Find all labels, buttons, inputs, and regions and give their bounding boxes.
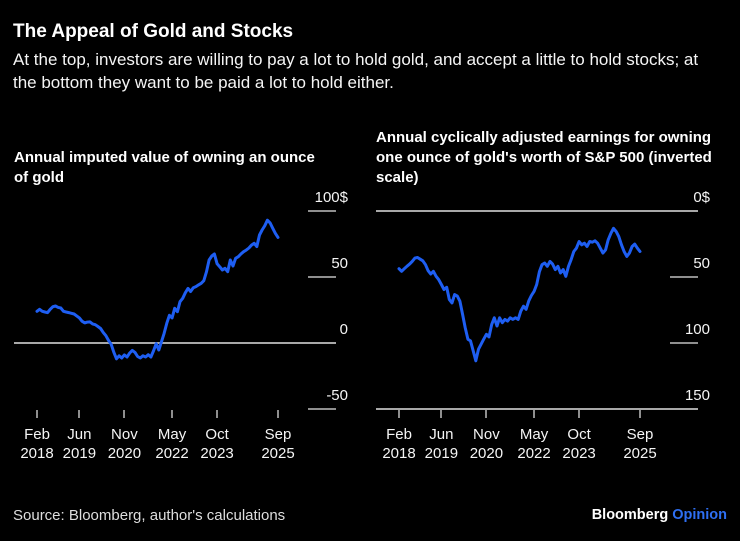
- y-tick-dash: [308, 408, 336, 410]
- y-tick-dash: [670, 276, 698, 278]
- x-tick-mark: [440, 410, 443, 418]
- y-tick-label: 100$: [314, 189, 348, 206]
- y-tick-dash: [670, 342, 698, 344]
- x-tick-label: Jun 2019: [47, 425, 111, 463]
- x-tick-month: Oct: [205, 426, 229, 443]
- x-tick-year: 2020: [469, 445, 504, 462]
- y-tick-dash: [308, 276, 336, 278]
- x-tick-mark: [485, 410, 488, 418]
- x-tick-label: Oct 2023: [547, 425, 611, 463]
- x-tick-year: 2018: [20, 445, 54, 462]
- x-tick-mark: [398, 410, 400, 418]
- x-tick-mark: [171, 410, 174, 418]
- y-tick-label: 150: [684, 387, 710, 404]
- x-tick-month: Feb: [24, 426, 50, 443]
- line-chart-svg: [397, 226, 642, 363]
- x-tick-year: 2019: [424, 445, 459, 462]
- brand-bloomberg: Bloomberg: [591, 507, 669, 523]
- x-tick-year: 2022: [517, 445, 551, 462]
- x-tick-month: Nov: [473, 426, 500, 443]
- x-tick-label: May 2022: [502, 425, 566, 463]
- x-tick-year: 2023: [562, 445, 596, 462]
- x-tick-year: 2025: [261, 445, 295, 462]
- x-tick-mark: [639, 410, 641, 418]
- x-tick-label: Feb 2018: [367, 425, 431, 463]
- x-tick-label: Feb 2018: [5, 425, 69, 463]
- y-tick-label: 50: [693, 255, 710, 272]
- data-line: [397, 226, 642, 363]
- x-tick-month: May: [519, 426, 549, 443]
- x-tick-label: Oct 2023: [185, 425, 249, 463]
- x-tick-year: 2019: [62, 445, 97, 462]
- x-tick-month: Sep: [264, 426, 292, 443]
- x-tick-label: Nov 2020: [92, 425, 156, 463]
- zero-gridline: [14, 342, 336, 344]
- y-tick-label: 0: [339, 321, 348, 338]
- x-axis-baseline: [376, 408, 698, 410]
- source-note: Source: Bloomberg, author's calculations: [13, 506, 286, 524]
- x-tick-month: Nov: [111, 426, 138, 443]
- y-tick-label: 0$: [693, 189, 710, 206]
- plot-area-gold: 100$ 50 0 -50 Feb 2018 Jun 2019 Nov 2020 May 2022 Oc…: [14, 120, 352, 465]
- chart-title-sp500: Annual cyclically adjusted earnings for …: [376, 129, 712, 186]
- x-tick-year: 2022: [155, 445, 189, 462]
- x-tick-year: 2023: [200, 445, 234, 462]
- x-tick-month: Sep: [626, 426, 654, 443]
- line-chart-svg: [35, 218, 280, 361]
- page-title: The Appeal of Gold and Stocks: [13, 21, 294, 42]
- x-tick-label: May 2022: [140, 425, 204, 463]
- page-subtitle: At the top, investors are willing to pay…: [13, 50, 699, 92]
- x-tick-month: Jun: [67, 426, 92, 443]
- chart-gold-imputed-value: Annual imputed value of owning an ounce …: [14, 120, 352, 465]
- x-tick-label: Nov 2020: [454, 425, 518, 463]
- y-tick-dash: [308, 210, 336, 212]
- x-tick-month: Oct: [567, 426, 591, 443]
- brand-opinion: Opinion: [672, 507, 727, 523]
- y-tick-label: -50: [326, 387, 348, 404]
- x-tick-mark: [36, 410, 38, 418]
- x-tick-label: Sep 2025: [608, 425, 672, 463]
- x-tick-label: Sep 2025: [246, 425, 310, 463]
- x-tick-year: 2020: [107, 445, 142, 462]
- x-tick-year: 2018: [382, 445, 416, 462]
- chart-sp500-earnings: Annual cyclically adjusted earnings for …: [376, 120, 714, 465]
- x-tick-mark: [123, 410, 126, 418]
- footer: Source: Bloomberg, author's calculations…: [13, 505, 727, 525]
- chart-title-gold: Annual imputed value of owning an ounce …: [14, 149, 315, 186]
- bloomberg-opinion-logo: Bloomberg Opinion: [592, 507, 727, 523]
- x-tick-year: 2025: [623, 445, 657, 462]
- x-tick-month: May: [157, 426, 187, 443]
- zero-gridline: [376, 210, 698, 212]
- x-tick-month: Jun: [429, 426, 454, 443]
- x-tick-mark: [533, 410, 536, 418]
- x-tick-month: Feb: [386, 426, 412, 443]
- plot-area-sp500: 0$ 50 100 150 Feb 2018 Jun 2019 Nov 2020 May 2022 Oc…: [376, 120, 714, 465]
- x-tick-mark: [216, 410, 219, 418]
- x-tick-mark: [578, 410, 581, 418]
- x-tick-mark: [277, 410, 279, 418]
- x-tick-mark: [78, 410, 81, 418]
- data-line: [35, 218, 280, 361]
- y-tick-label: 100: [684, 321, 710, 338]
- x-tick-label: Jun 2019: [409, 425, 473, 463]
- y-tick-label: 50: [331, 255, 348, 272]
